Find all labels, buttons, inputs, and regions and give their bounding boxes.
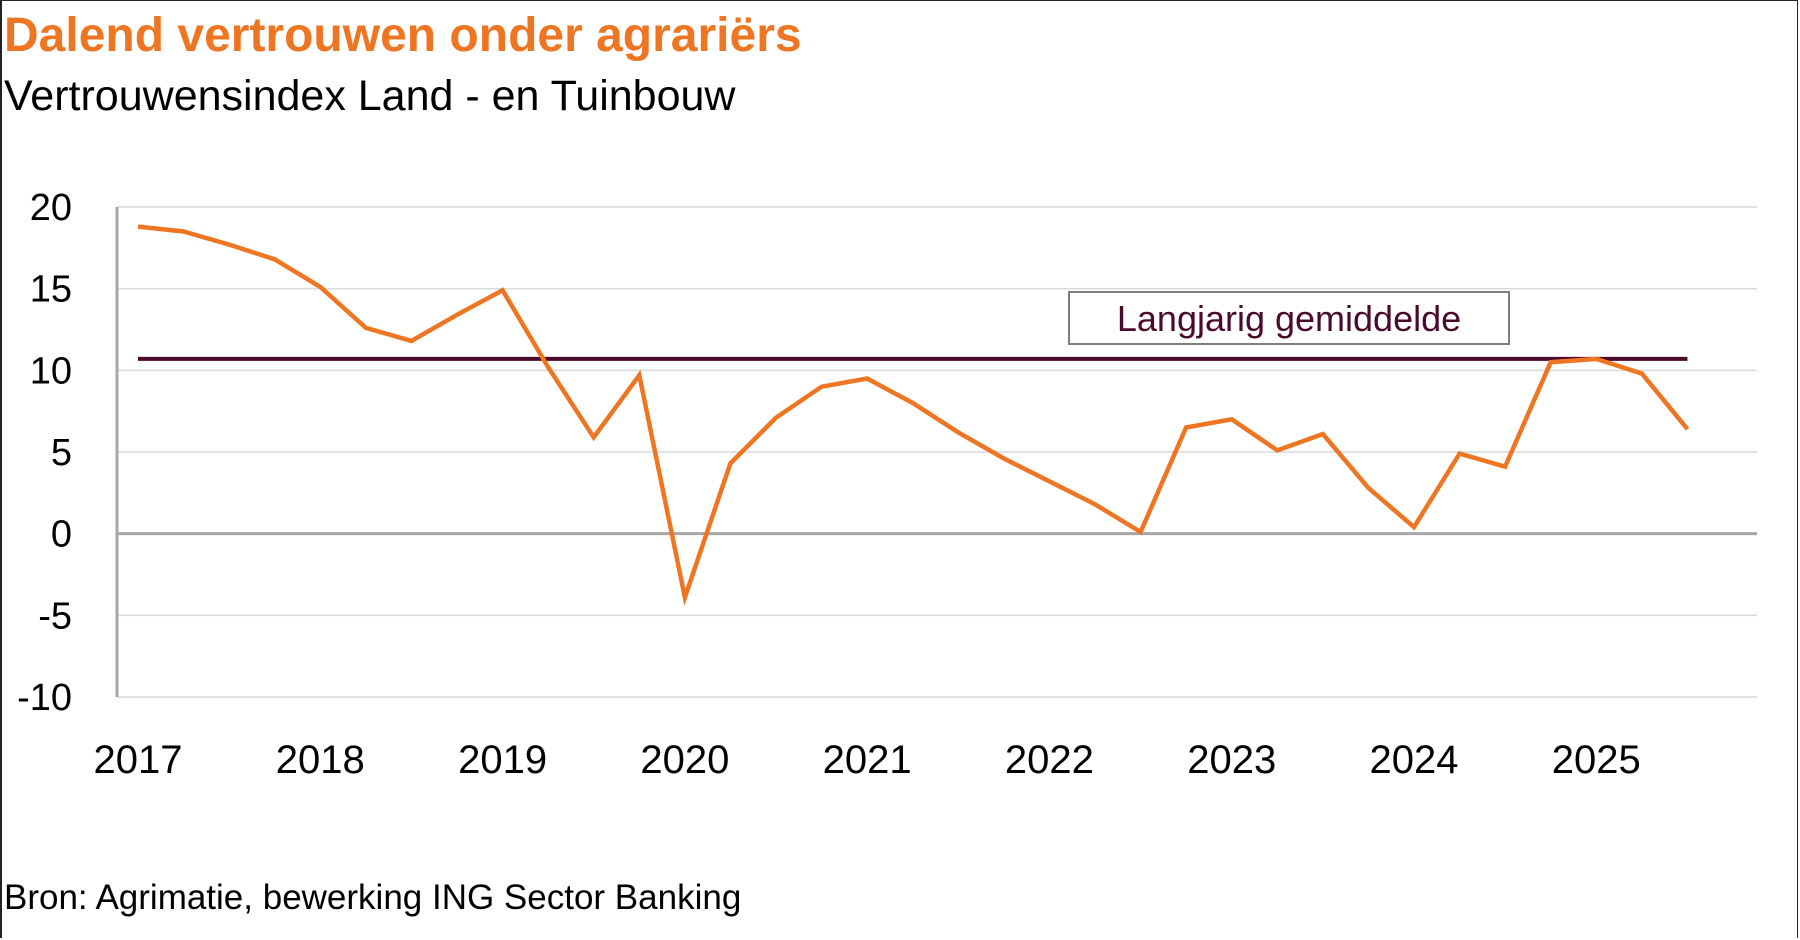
data-point <box>227 242 232 247</box>
data-point <box>1548 360 1553 365</box>
chart-title: Dalend vertrouwen onder agrariërs <box>4 9 802 62</box>
x-tick-label: 2021 <box>823 738 912 782</box>
data-point <box>1639 371 1644 376</box>
data-point <box>910 401 915 406</box>
data-point <box>682 595 687 600</box>
data-point <box>409 338 414 343</box>
x-tick-label: 2018 <box>276 738 365 782</box>
x-tick-label: 2020 <box>640 738 729 782</box>
y-tick-labels: 20 15 10 5 0 -5 -10 <box>17 187 72 719</box>
data-point <box>1412 525 1417 530</box>
data-point <box>546 365 551 370</box>
data-point <box>1594 356 1599 361</box>
y-tick-label: -10 <box>17 677 72 719</box>
data-point <box>1047 479 1052 484</box>
data-point <box>774 415 779 420</box>
source-note: Bron: Agrimatie, bewerking ING Sector Ba… <box>4 878 742 917</box>
data-point <box>1685 427 1690 432</box>
y-tick-label: 5 <box>51 432 72 474</box>
x-tick-labels: 2017 2018 2019 2020 2021 2022 2023 2024 2025 <box>94 738 1641 782</box>
x-tick-label: 2017 <box>94 738 183 782</box>
data-point <box>136 224 141 229</box>
data-point <box>1093 502 1098 507</box>
series-line-0 <box>137 224 1690 606</box>
data-point <box>500 288 505 293</box>
annotation-label: Langjarig gemiddelde <box>1117 298 1461 339</box>
data-point <box>1184 425 1189 430</box>
data-point <box>1457 451 1462 456</box>
data-point <box>455 312 460 317</box>
data-point <box>272 257 277 262</box>
x-tick-label: 2019 <box>458 738 547 782</box>
data-point <box>728 461 733 466</box>
data-point <box>1001 456 1006 461</box>
data-point <box>591 435 596 440</box>
data-point <box>819 384 824 389</box>
data-point <box>1229 417 1234 422</box>
y-tick-label: 15 <box>30 269 72 311</box>
data-point <box>956 430 961 435</box>
data-point <box>1320 432 1325 437</box>
y-tick-label: 20 <box>30 187 72 229</box>
chart-subtitle: Vertrouwensindex Land - en Tuinbouw <box>4 72 736 120</box>
gridlines <box>117 206 1757 698</box>
data-point <box>181 229 186 234</box>
y-tick-label: 10 <box>30 350 72 392</box>
x-tick-label: 2025 <box>1552 738 1641 782</box>
reference-annotation: Langjarig gemiddelde <box>1068 291 1510 345</box>
data-point <box>1366 485 1371 490</box>
data-point <box>865 376 870 381</box>
series-group <box>136 224 1690 606</box>
data-point <box>1503 464 1508 469</box>
data-point <box>637 373 642 378</box>
data-point <box>318 285 323 290</box>
x-tick-label: 2024 <box>1370 738 1459 782</box>
data-point <box>363 325 368 330</box>
data-point <box>1275 448 1280 453</box>
x-tick-label: 2022 <box>1005 738 1094 782</box>
annotation-box <box>1068 291 1510 345</box>
y-tick-label: -5 <box>38 595 72 637</box>
y-tick-label: 0 <box>51 514 72 556</box>
x-tick-label: 2023 <box>1187 738 1276 782</box>
data-point <box>1138 530 1143 535</box>
